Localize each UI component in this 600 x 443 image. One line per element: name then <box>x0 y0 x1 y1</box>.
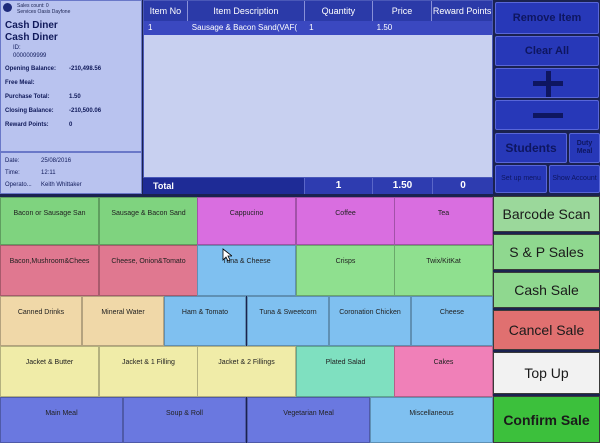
show-account-button[interactable]: Show Account <box>549 165 600 193</box>
setup-menu-button[interactable]: Set up menu <box>495 165 547 193</box>
increase-quantity-button[interactable] <box>495 68 599 98</box>
col-quantity: Quantity <box>305 1 373 21</box>
sales-count: Sales count: 0 <box>17 3 49 9</box>
barcode-scan-button[interactable]: Barcode Scan <box>493 196 600 232</box>
closing-balance-row: Closing Balance: -210,500.06 <box>5 108 102 114</box>
product-button-jacket-butter[interactable]: Jacket & Butter <box>0 346 99 397</box>
col-reward-points: Reward Points <box>432 6 492 16</box>
product-button-jacket-1-filling[interactable]: Jacket & 1 Filling <box>99 346 198 397</box>
product-button-main-meal[interactable]: Main Meal <box>0 397 123 443</box>
session-info: Date: 25/08/2016 Time: 12:11 Operato... Kei… <box>0 152 142 194</box>
product-button-cakes[interactable]: Cakes <box>394 346 493 397</box>
table-row[interactable]: 1 Sausage & Bacon Sand(VAF( 1 1.50 <box>144 21 492 35</box>
order-table-header: Item No Item Description Quantity Price … <box>144 1 492 21</box>
purchase-total-row: Purchase Total: 1.50 <box>5 94 81 100</box>
id-label: ID: <box>13 45 21 51</box>
product-button-mineral-water[interactable]: Mineral Water <box>82 296 164 346</box>
product-button-cheese-onion-tomato[interactable]: Cheese, Onion&Tomato <box>99 245 198 296</box>
total-points: 0 <box>433 178 493 194</box>
col-item-no: Item No <box>144 1 188 21</box>
opening-balance-row: Opening Balance: -210,498.56 <box>5 66 102 72</box>
product-button-coronation-chicken[interactable]: Coronation Chicken <box>329 296 411 346</box>
col-price: Price <box>373 1 433 21</box>
product-button-bacon-mushroom-chees[interactable]: Bacon,Mushroom&Chees <box>0 245 99 296</box>
product-button-twix-kitkat[interactable]: Twix/KitKat <box>394 245 493 296</box>
minus-icon <box>533 113 563 118</box>
date-row: Date: 25/08/2016 <box>5 158 72 164</box>
product-button-coffee[interactable]: Coffee <box>296 197 395 245</box>
product-button-canned-drinks[interactable]: Canned Drinks <box>0 296 82 346</box>
col-description: Item Description <box>188 1 306 21</box>
product-button-tuna-cheese[interactable]: Tuna & Cheese <box>197 245 296 296</box>
cash-sale-button[interactable]: Cash Sale <box>493 272 600 308</box>
product-button-soup-roll[interactable]: Soup & Roll <box>123 397 246 443</box>
mouse-pointer-icon <box>222 248 232 262</box>
confirm-sale-button[interactable]: Confirm Sale <box>493 396 600 443</box>
logo-icon <box>3 3 12 12</box>
product-button-vegetarian-meal[interactable]: Vegetarian Meal <box>247 397 370 443</box>
site-name: Services Oasis Dayfone <box>17 9 71 15</box>
total-price: 1.50 <box>373 178 433 194</box>
reward-points-row: Reward Points: 0 <box>5 122 73 128</box>
product-button-crisps[interactable]: Crisps <box>296 245 395 296</box>
time-row: Time: 12:11 <box>5 170 56 176</box>
product-button-tuna-sweetcorn[interactable]: Tuna & Sweetcorn <box>247 296 329 346</box>
customer-name: Cash Diner <box>5 20 58 31</box>
customer-panel: Sales count: 0 Services Oasis Dayfone Ca… <box>0 0 142 152</box>
product-button-plated-salad[interactable]: Plated Salad <box>296 346 395 397</box>
top-up-button[interactable]: Top Up <box>493 352 600 394</box>
product-button-miscellaneous[interactable]: Miscellaneous <box>370 397 493 443</box>
customer-name-2: Cash Diner <box>5 32 58 43</box>
product-button-ham-tomato[interactable]: Ham & Tomato <box>164 296 246 346</box>
sp-sales-button[interactable]: S & P Sales <box>493 234 600 270</box>
product-button-bacon-or-sausage-san[interactable]: Bacon or Sausage San <box>0 197 99 245</box>
decrease-quantity-button[interactable] <box>495 100 599 130</box>
total-quantity: 1 <box>305 178 373 194</box>
order-table: Item No Item Description Quantity Price … <box>143 0 493 178</box>
duty-meal-button[interactable]: Duty Meal <box>569 133 600 163</box>
students-button[interactable]: Students <box>495 133 567 163</box>
product-button-cappucino[interactable]: Cappucino <box>197 197 296 245</box>
product-button-sausage-bacon-sand[interactable]: Sausage & Bacon Sand <box>99 197 198 245</box>
product-button-jacket-2-fillings[interactable]: Jacket & 2 Fillings <box>197 346 296 397</box>
total-bar: Total 1 1.50 0 <box>143 178 493 194</box>
clear-all-button[interactable]: Clear All <box>495 36 599 66</box>
product-button-tea[interactable]: Tea <box>394 197 493 245</box>
total-label: Total <box>143 178 305 194</box>
operator-row: Operato... Keith Whittaker <box>5 182 82 188</box>
id-value: 0000009999 <box>13 53 47 59</box>
cancel-sale-button[interactable]: Cancel Sale <box>493 310 600 350</box>
product-button-cheese[interactable]: Cheese <box>411 296 493 346</box>
free-meal-row: Free Meal: <box>5 80 35 86</box>
remove-item-button[interactable]: Remove Item <box>495 2 599 34</box>
